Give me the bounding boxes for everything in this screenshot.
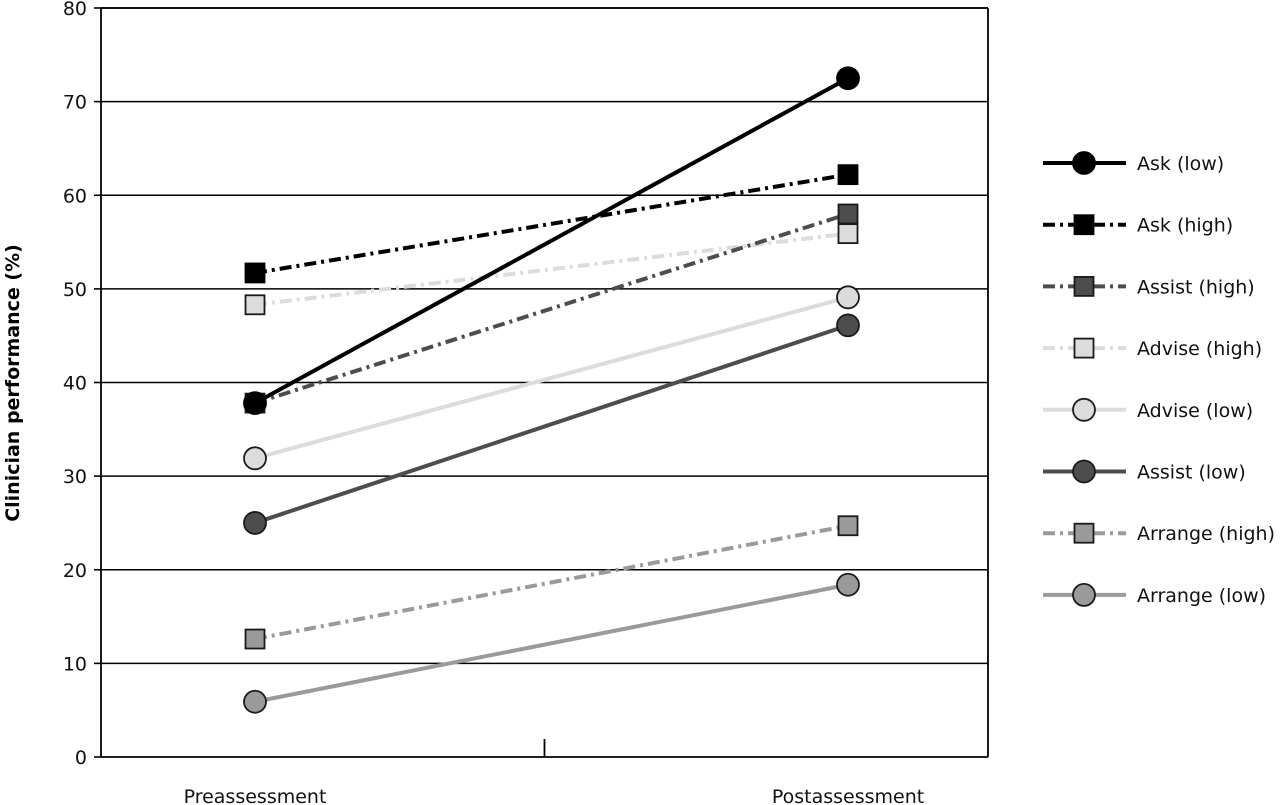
series-2 — [254, 212, 849, 406]
series-line-4 — [254, 295, 849, 461]
y-tick-label-0: 0 — [75, 747, 87, 769]
legend-item-7: Arrange (low) — [1043, 583, 1266, 607]
data-point-3-1 — [837, 223, 859, 245]
legend-marker-7 — [1072, 583, 1096, 607]
data-point-5-0 — [243, 511, 267, 535]
y-tick-labels: 0 10 20 30 40 50 60 70 80 — [63, 0, 87, 769]
data-point-4-1 — [836, 285, 860, 310]
y-tick-label-40: 40 — [63, 373, 87, 395]
gridlines — [101, 7, 988, 665]
legend-item-1: Ask (high) — [1043, 214, 1233, 237]
series-line-5 — [254, 323, 849, 525]
y-tick-label-70: 70 — [63, 92, 87, 114]
legend-item-2: Assist (high) — [1043, 275, 1255, 298]
series-6 — [254, 523, 849, 641]
legend-label-6: Arrange (high) — [1137, 523, 1275, 545]
legend-marker-4 — [1072, 397, 1096, 422]
data-point-4-0 — [243, 446, 267, 471]
y-tick-label-80: 80 — [63, 0, 87, 20]
series-7 — [254, 582, 849, 704]
legend-item-3: Advise (high) — [1043, 337, 1262, 360]
series-line-0 — [254, 76, 849, 405]
legend-label-2: Assist (high) — [1137, 276, 1255, 298]
legend-label-1: Ask (high) — [1137, 215, 1233, 237]
x-category-labels: Preassessment Postassessment — [184, 786, 925, 805]
legend-item-0: Ask (low) — [1043, 151, 1224, 175]
data-point-3-0 — [244, 294, 266, 316]
legend-label-7: Arrange (low) — [1137, 585, 1266, 607]
series-group — [243, 66, 860, 714]
series-markers-4 — [243, 285, 860, 471]
data-point-2-1 — [837, 203, 859, 225]
series-markers-5 — [243, 313, 860, 535]
axes — [94, 7, 989, 758]
series-line-6 — [254, 523, 849, 641]
x-category-label-0: Preassessment — [184, 786, 327, 805]
x-category-label-1: Postassessment — [772, 786, 924, 805]
legend-marker-5 — [1072, 459, 1096, 484]
y-tick-label-60: 60 — [63, 185, 87, 207]
data-point-6-0 — [244, 628, 266, 650]
legend-marker-2 — [1073, 275, 1095, 297]
series-0 — [254, 76, 849, 405]
series-markers-6 — [244, 515, 859, 650]
data-point-7-1 — [836, 572, 860, 597]
legend-marker-0 — [1072, 151, 1096, 175]
legend-item-6: Arrange (high) — [1043, 522, 1275, 545]
legend-label-3: Advise (high) — [1137, 338, 1262, 360]
legend-marker-3 — [1073, 337, 1095, 359]
series-line-1 — [254, 172, 849, 275]
legend-item-4: Advise (low) — [1043, 397, 1253, 422]
legend: Ask (low) Ask (high) Assist (high) Advise (… — [1043, 151, 1275, 607]
data-point-0-0 — [243, 391, 267, 415]
data-point-7-0 — [243, 689, 267, 714]
series-markers-7 — [243, 572, 860, 714]
legend-label-5: Assist (low) — [1137, 462, 1246, 484]
data-point-1-1 — [837, 164, 859, 186]
y-tick-label-30: 30 — [63, 466, 87, 488]
y-tick-label-50: 50 — [63, 279, 87, 301]
data-point-5-1 — [836, 313, 860, 338]
y-tick-label-10: 10 — [63, 653, 87, 675]
series-line-7 — [254, 582, 849, 704]
series-markers-3 — [244, 223, 859, 316]
series-line-2 — [254, 212, 849, 406]
legend-marker-1 — [1073, 214, 1095, 236]
legend-label-4: Advise (low) — [1137, 400, 1253, 422]
legend-item-5: Assist (low) — [1043, 459, 1246, 484]
series-markers-1 — [244, 164, 859, 284]
data-point-6-1 — [837, 515, 859, 537]
series-4 — [254, 295, 849, 461]
legend-marker-6 — [1073, 522, 1095, 544]
data-point-0-1 — [836, 66, 860, 91]
data-point-1-0 — [244, 262, 266, 284]
y-axis-label: Clinician performance (%) — [2, 244, 24, 522]
series-markers-0 — [243, 66, 860, 415]
series-1 — [254, 172, 849, 275]
series-5 — [254, 323, 849, 525]
legend-label-0: Ask (low) — [1137, 153, 1224, 175]
y-tick-label-20: 20 — [63, 560, 87, 582]
